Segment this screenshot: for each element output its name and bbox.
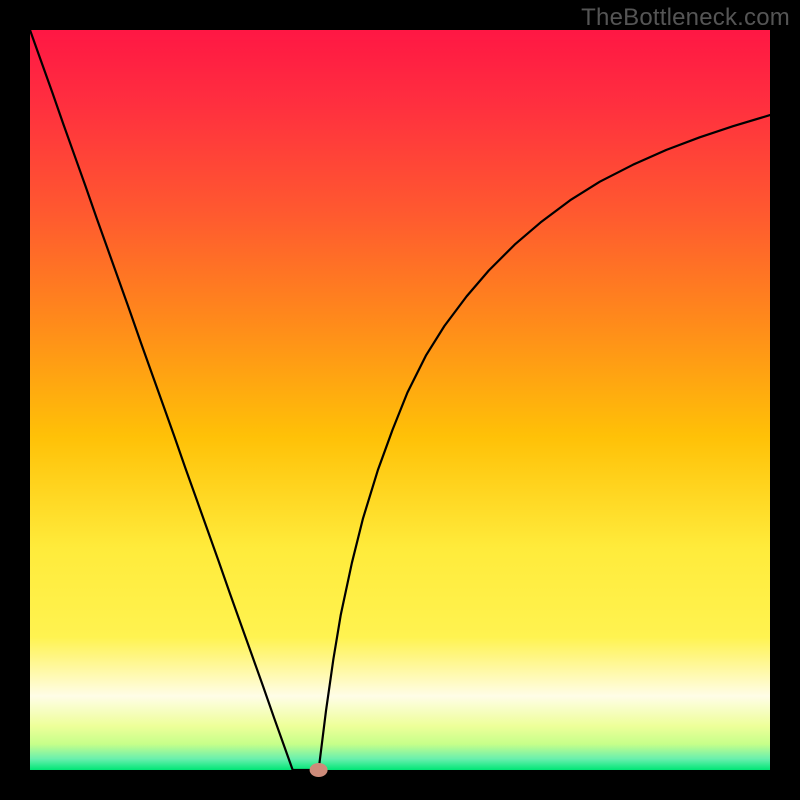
chart-svg (0, 0, 800, 800)
watermark-text: TheBottleneck.com (581, 4, 790, 32)
plot-background (30, 30, 770, 770)
optimum-marker (310, 763, 328, 777)
bottleneck-chart: TheBottleneck.com (0, 0, 800, 800)
